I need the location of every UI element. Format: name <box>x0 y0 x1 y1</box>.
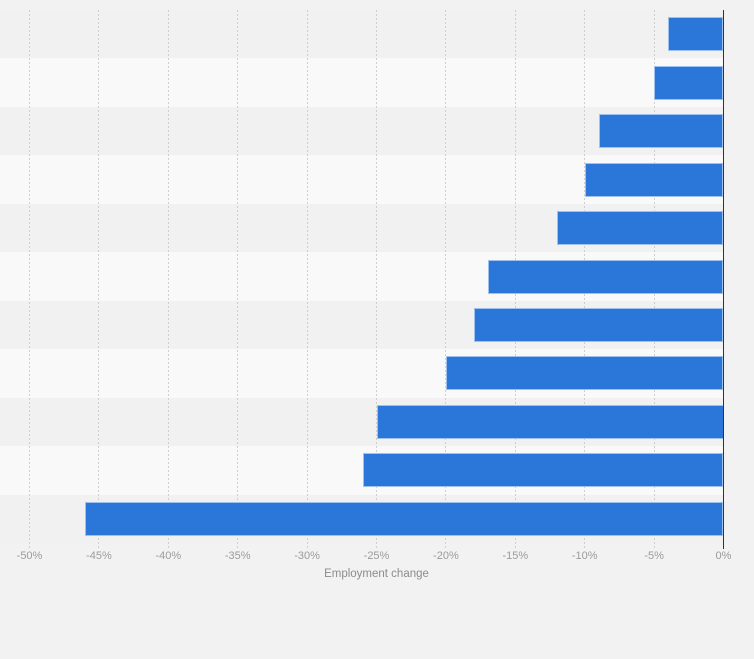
bar <box>556 211 724 246</box>
x-tick-label: -50% <box>16 550 43 562</box>
x-tick-label: -5% <box>644 550 664 562</box>
x-tick-label: 0% <box>715 550 732 562</box>
x-tick-label: -15% <box>502 550 529 562</box>
x-gridline <box>237 10 239 549</box>
bar <box>598 114 724 149</box>
x-tick-label: -25% <box>363 550 390 562</box>
bar <box>445 356 724 391</box>
x-gridline <box>98 10 100 549</box>
row-stripe <box>0 10 724 59</box>
bar <box>473 307 724 342</box>
x-tick-label: -20% <box>433 550 459 562</box>
x-gridline <box>167 10 169 549</box>
x-tick-label: -45% <box>86 550 112 562</box>
x-gridline <box>376 10 377 549</box>
bar <box>667 17 724 52</box>
x-gridline <box>306 10 308 549</box>
bar <box>376 404 724 439</box>
x-tick-label: -35% <box>224 550 251 562</box>
x-tick-label: -40% <box>155 550 182 562</box>
x-tick-label: -30% <box>294 550 320 562</box>
x-axis-title: Employment change <box>324 568 429 580</box>
row-stripe <box>0 58 724 107</box>
plot-area <box>0 10 725 549</box>
bar <box>362 453 724 488</box>
bar <box>584 162 724 197</box>
bar <box>487 259 724 294</box>
x-gridline <box>29 10 30 549</box>
bar <box>654 65 724 100</box>
bar <box>85 501 724 536</box>
x-gridline <box>445 10 447 549</box>
x-tick-label: -10% <box>571 550 598 562</box>
zero-axis-line <box>722 10 725 549</box>
